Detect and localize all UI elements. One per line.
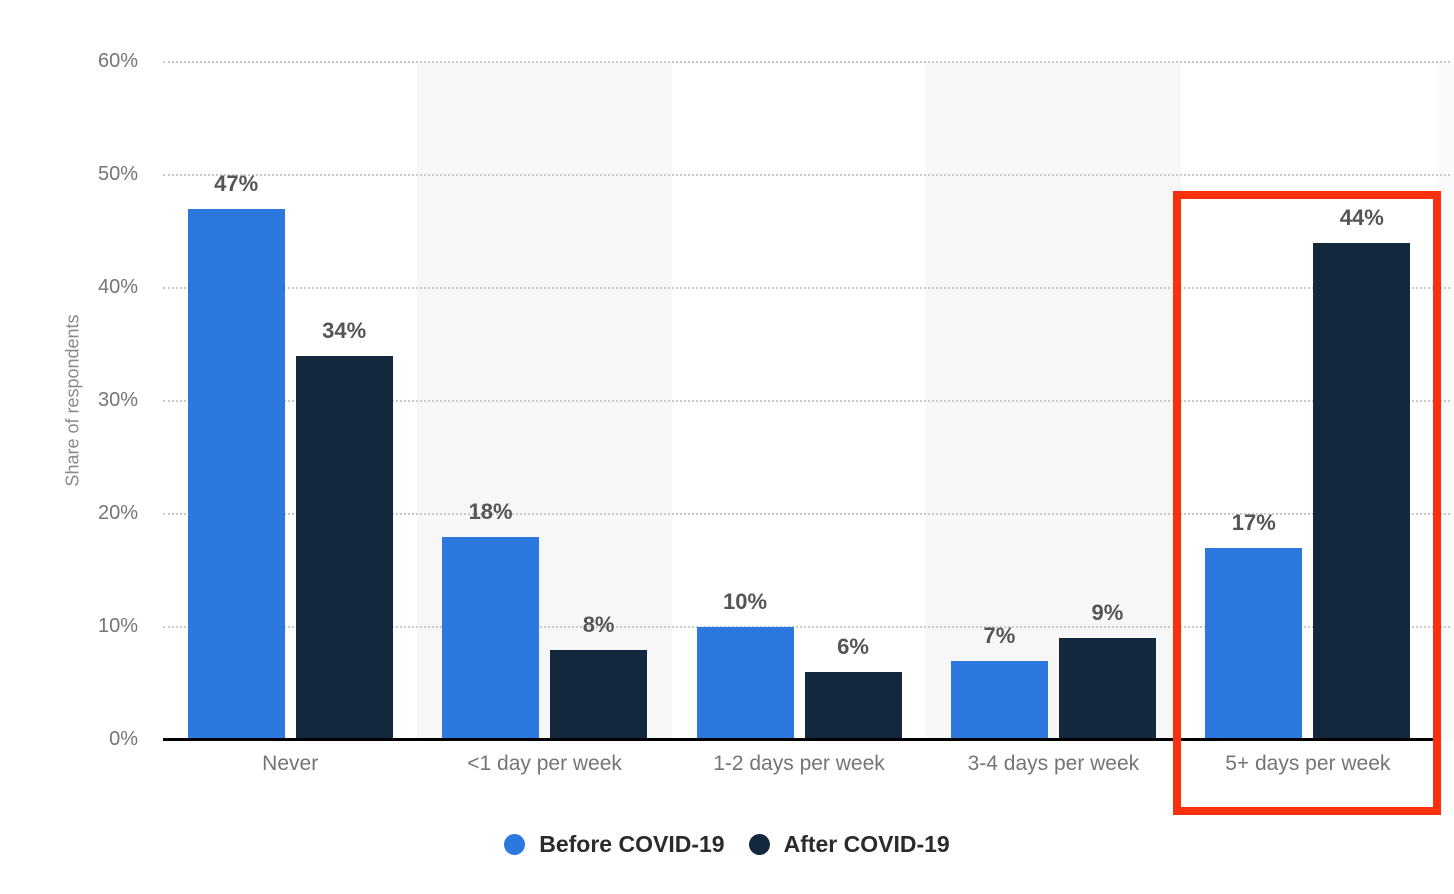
y-gridline <box>163 626 1450 628</box>
bar-after-covid-19[interactable] <box>1058 638 1156 740</box>
legend-item-before-covid-19[interactable]: Before COVID-19 <box>504 831 725 858</box>
y-gridline <box>163 174 1450 176</box>
x-axis-label: 3-4 days per week <box>967 752 1140 775</box>
highlight-box <box>1173 191 1441 815</box>
x-axis-label: Never <box>262 752 319 775</box>
bar-value-label: 47% <box>214 170 259 196</box>
bar-value-label: 34% <box>322 317 367 343</box>
y-axis-tick-label: 20% <box>97 502 138 524</box>
bar-after-covid-19[interactable] <box>1313 242 1411 740</box>
y-axis-tick-label: 10% <box>97 615 138 637</box>
y-axis-tick-label: 50% <box>97 163 138 185</box>
x-axis-label: 1-2 days per week <box>713 752 885 775</box>
y-axis-tick-label: 60% <box>97 50 138 72</box>
bar-before-covid-19[interactable] <box>696 627 794 740</box>
bar-value-label: 6% <box>837 634 869 660</box>
legend-item-after-covid-19[interactable]: After COVID-19 <box>748 831 950 858</box>
y-axis-tick-label: 40% <box>97 276 138 298</box>
legend-dot <box>748 834 770 855</box>
bar-value-label: 18% <box>468 498 513 524</box>
bar-value-label: 7% <box>983 622 1016 648</box>
bar-value-label: 17% <box>1231 509 1276 535</box>
y-gridline <box>163 61 1450 63</box>
x-axis-line <box>163 738 1437 741</box>
legend-label: Before COVID-19 <box>539 831 725 857</box>
chart-legend: Before COVID-19 After COVID-19 <box>0 831 1454 858</box>
bar-before-covid-19[interactable] <box>442 536 540 740</box>
x-axis-label: 5+ days per week <box>1225 752 1391 775</box>
bar-after-covid-19[interactable] <box>295 355 393 740</box>
y-gridline <box>163 400 1450 402</box>
bar-value-label: 44% <box>1339 204 1384 230</box>
bar-after-covid-19[interactable] <box>804 672 902 740</box>
bar-after-covid-19[interactable] <box>550 649 648 740</box>
bar-before-covid-19[interactable] <box>1205 547 1303 740</box>
y-axis-tick-label: 0% <box>109 728 138 750</box>
bar-before-covid-19[interactable] <box>950 660 1048 740</box>
bar-before-covid-19[interactable] <box>187 208 285 740</box>
y-axis-tick-label: 30% <box>97 389 138 411</box>
bar-value-label: 8% <box>582 611 615 637</box>
bar-value-label: 9% <box>1091 600 1124 626</box>
bar-value-label: 10% <box>722 589 768 614</box>
legend-label: After COVID-19 <box>783 831 950 857</box>
y-gridline <box>163 287 1450 289</box>
legend-dot <box>504 834 526 855</box>
x-axis-label: <1 day per week <box>467 752 622 775</box>
y-gridline <box>163 513 1450 515</box>
